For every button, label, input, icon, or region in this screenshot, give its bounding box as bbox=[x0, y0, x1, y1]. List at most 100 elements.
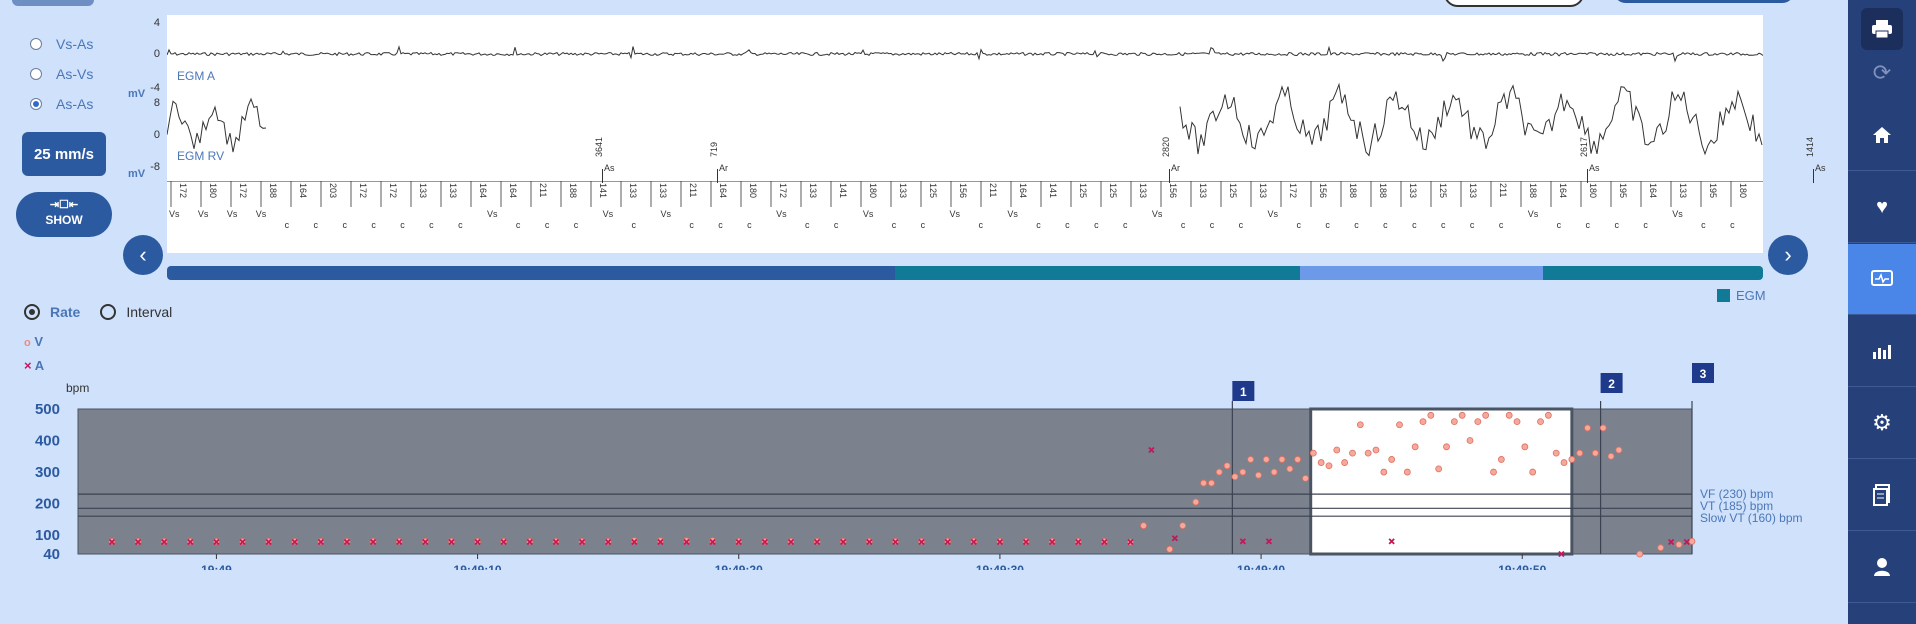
top-pill-filled[interactable] bbox=[1614, 0, 1794, 3]
timeline-segment-dark bbox=[167, 266, 895, 280]
radio-as-vs[interactable]: As-Vs bbox=[30, 66, 93, 82]
radio-button[interactable] bbox=[30, 68, 42, 80]
egm-rv-unit: mV bbox=[128, 168, 146, 180]
top-tab[interactable] bbox=[12, 0, 94, 6]
nav-home[interactable] bbox=[1848, 100, 1916, 171]
interval-value: 211 bbox=[538, 183, 548, 197]
nav-settings[interactable]: ⚙ bbox=[1848, 388, 1916, 459]
sync-button[interactable]: ⟳ bbox=[1848, 52, 1916, 94]
a-point bbox=[1127, 538, 1134, 546]
egm-a-tick-top: 4 bbox=[153, 17, 160, 29]
y-tick-label: 400 bbox=[35, 433, 60, 450]
v-point bbox=[1576, 449, 1584, 457]
v-point bbox=[1584, 424, 1591, 432]
interval-value: 211 bbox=[988, 183, 998, 197]
a-point bbox=[369, 538, 377, 546]
marker-code: Vs bbox=[1528, 209, 1539, 219]
interval-value: 133 bbox=[418, 183, 428, 198]
marker-code: Vs bbox=[950, 209, 961, 219]
top-pill-outline[interactable] bbox=[1444, 0, 1584, 7]
marker-code: c bbox=[1383, 220, 1388, 230]
upper-marker-value: 3641 bbox=[594, 136, 604, 157]
interval-value: 172 bbox=[178, 183, 188, 198]
interval-value: 195 bbox=[1708, 183, 1718, 198]
v-point bbox=[1223, 462, 1231, 470]
upper-marker-tag: As bbox=[604, 163, 615, 173]
y-tick-label: 40 bbox=[43, 546, 60, 563]
v-point bbox=[1341, 459, 1349, 466]
y-tick-label: 100 bbox=[35, 527, 60, 544]
nav-egm[interactable] bbox=[1848, 244, 1916, 315]
v-point bbox=[1200, 479, 1208, 487]
marker-code: c bbox=[574, 220, 579, 230]
expand-icon: ⇥☐⇤ bbox=[49, 199, 79, 211]
a-point bbox=[787, 538, 795, 546]
v-point bbox=[1513, 418, 1521, 426]
scroll-right-button[interactable]: › bbox=[1768, 235, 1808, 275]
v-point bbox=[1349, 449, 1356, 457]
timeline-segment-teal-end bbox=[1543, 266, 1763, 280]
egm-traces bbox=[166, 45, 1764, 157]
nav-user[interactable] bbox=[1848, 532, 1916, 603]
radio-as-as[interactable]: As-As bbox=[30, 96, 93, 112]
marker-code: Vs bbox=[256, 209, 267, 219]
v-point bbox=[1140, 522, 1147, 530]
v-point bbox=[1239, 468, 1247, 476]
a-point bbox=[1171, 535, 1179, 542]
print-button[interactable] bbox=[1861, 8, 1903, 50]
scroll-left-button[interactable]: ‹ bbox=[123, 235, 163, 275]
interval-value: 203 bbox=[328, 183, 338, 198]
a-point bbox=[709, 538, 716, 546]
timeline-scrollbar[interactable] bbox=[167, 266, 1763, 280]
v-point bbox=[1372, 446, 1380, 454]
sweep-speed-button[interactable]: 25 mm/s bbox=[22, 132, 106, 176]
a-point bbox=[343, 538, 351, 546]
marker-code: Vs bbox=[487, 209, 498, 219]
interval-radio[interactable] bbox=[100, 304, 117, 320]
radio-vs-as[interactable]: Vs-As bbox=[30, 36, 93, 52]
nav-trends[interactable] bbox=[1848, 316, 1916, 387]
a-point bbox=[500, 538, 507, 546]
marker-code: c bbox=[747, 220, 752, 230]
marker-code: c bbox=[1499, 220, 1504, 230]
a-point bbox=[1239, 538, 1246, 545]
a-point bbox=[474, 538, 481, 546]
marker-code: c bbox=[1239, 220, 1244, 230]
nav-reports[interactable] bbox=[1848, 460, 1916, 531]
highlight-window bbox=[1309, 407, 1574, 556]
rate-radio[interactable] bbox=[24, 304, 40, 320]
marker-code: c bbox=[1094, 220, 1099, 230]
x-tick-label: 19:49:50 bbox=[1498, 563, 1546, 570]
marker-code: c bbox=[921, 220, 926, 230]
v-point bbox=[1544, 411, 1552, 419]
a-point bbox=[892, 538, 899, 546]
marker-code: Vs bbox=[660, 209, 671, 219]
egm-a-tick-zero: 0 bbox=[153, 48, 160, 60]
a-point bbox=[735, 538, 742, 546]
marker-code: c bbox=[400, 220, 405, 230]
egm-rv-trace-start bbox=[166, 97, 267, 153]
radio-button[interactable] bbox=[30, 38, 42, 50]
egm-legend: EGM bbox=[1717, 288, 1766, 303]
upper-marker-line bbox=[602, 169, 603, 183]
a-point bbox=[944, 538, 951, 546]
v-point bbox=[1529, 468, 1537, 476]
radio-label: As-Vs bbox=[56, 66, 94, 82]
home-icon bbox=[1873, 127, 1891, 143]
interval-value: 172 bbox=[358, 183, 368, 198]
legend-a-symbol: × bbox=[24, 358, 32, 373]
interval-value: 188 bbox=[568, 183, 578, 198]
radio-button[interactable] bbox=[30, 98, 42, 110]
interval-value: 141 bbox=[838, 183, 848, 198]
heart-settings-icon: ♥ bbox=[1876, 195, 1888, 218]
y-tick-label: 200 bbox=[35, 496, 60, 513]
nav-heart-settings[interactable]: ♥ bbox=[1848, 172, 1916, 243]
interval-value: 188 bbox=[268, 183, 278, 198]
radio-label: As-As bbox=[56, 96, 94, 112]
show-button[interactable]: ⇥☐⇤ SHOW bbox=[16, 192, 112, 237]
upper-marker-line bbox=[1813, 169, 1814, 183]
marker-code: c bbox=[1036, 220, 1041, 230]
printer-icon bbox=[1872, 20, 1892, 39]
marker-code: c bbox=[371, 220, 376, 230]
